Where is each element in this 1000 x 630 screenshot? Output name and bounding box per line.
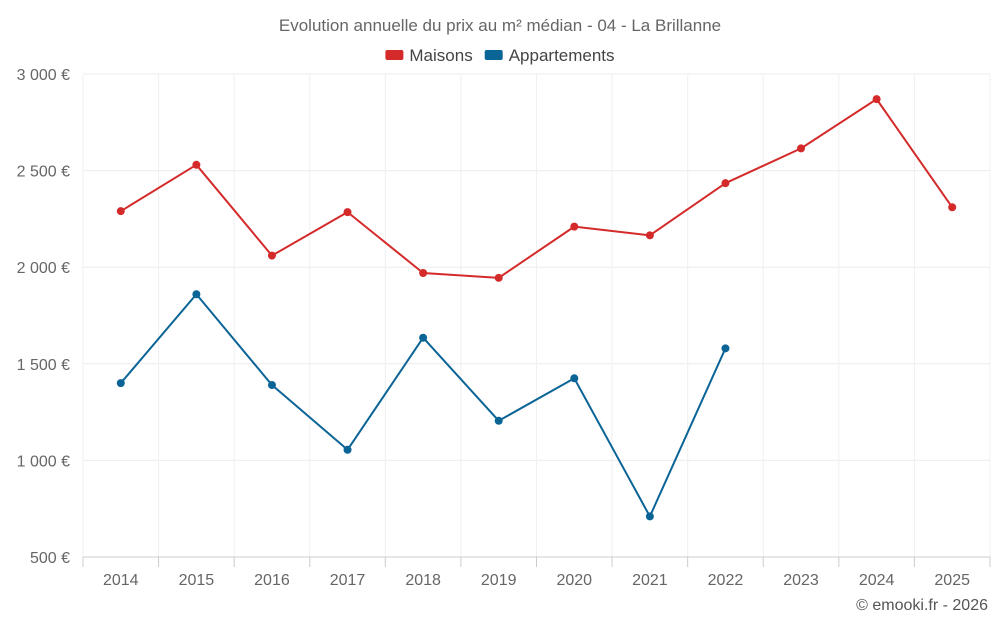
data-point-maisons[interactable]: [645, 231, 654, 240]
data-point-appartements[interactable]: [267, 381, 276, 390]
y-tick-label: 1 000 €: [17, 453, 70, 470]
data-point-appartements[interactable]: [343, 445, 352, 454]
y-tick-label: 2 000 €: [17, 260, 70, 277]
data-point-maisons[interactable]: [797, 144, 806, 153]
x-tick-label: 2014: [103, 572, 139, 589]
chart-credit: © emooki.fr - 2026: [856, 597, 988, 614]
series-line-appartements: [120, 293, 727, 518]
y-tick-label: 1 500 €: [17, 357, 70, 374]
x-tick-label: 2020: [556, 572, 592, 589]
data-point-appartements[interactable]: [645, 512, 654, 521]
data-point-maisons[interactable]: [570, 222, 579, 231]
legend-swatch-maisons: [385, 50, 404, 60]
data-point-appartements[interactable]: [192, 290, 201, 299]
x-tick-label: 2021: [632, 572, 668, 589]
data-point-maisons[interactable]: [343, 208, 352, 217]
data-point-maisons[interactable]: [872, 95, 881, 104]
chart-title: Evolution annuelle du prix au m² médian …: [279, 16, 721, 35]
data-point-maisons[interactable]: [192, 160, 201, 169]
axes: 500 € 1 000 € 1 500 € 2 000 € 2 500 € 3 000 €…: [17, 67, 991, 589]
x-tick-label: 2016: [254, 572, 290, 589]
x-tick-label: 2023: [783, 572, 819, 589]
data-point-maisons[interactable]: [267, 251, 276, 260]
data-point-appartements[interactable]: [721, 344, 730, 353]
y-tick-label: 3 000 €: [17, 67, 70, 84]
x-tick-label: 2018: [405, 572, 441, 589]
data-point-maisons[interactable]: [419, 268, 428, 277]
legend-item-appartements[interactable]: Appartements: [484, 46, 615, 65]
series-maisons: [116, 95, 957, 282]
legend-swatch-appartements: [484, 50, 503, 60]
data-point-maisons[interactable]: [116, 207, 125, 216]
series-appartements: [116, 290, 730, 521]
grid: [82, 73, 991, 558]
x-tick-label: 2025: [934, 572, 970, 589]
x-tick-label: 2024: [859, 572, 895, 589]
series-line-maisons: [120, 98, 954, 279]
legend-item-maisons[interactable]: Maisons: [385, 46, 473, 65]
data-point-maisons[interactable]: [948, 203, 957, 212]
x-tick-label: 2022: [708, 572, 744, 589]
y-tick-label: 2 500 €: [17, 164, 70, 181]
legend[interactable]: Maisons Appartements: [385, 46, 615, 65]
data-point-maisons[interactable]: [494, 273, 503, 282]
x-tick-label: 2019: [481, 572, 517, 589]
y-tick-label: 500 €: [30, 550, 70, 567]
data-point-appartements[interactable]: [419, 333, 428, 342]
data-point-maisons[interactable]: [721, 179, 730, 188]
legend-label-maisons: Maisons: [409, 46, 472, 65]
data-point-appartements[interactable]: [116, 379, 125, 388]
legend-label-appartements: Appartements: [509, 46, 615, 65]
data-point-appartements[interactable]: [570, 374, 579, 383]
series: [116, 95, 957, 521]
data-point-appartements[interactable]: [494, 416, 503, 425]
x-tick-label: 2015: [179, 572, 215, 589]
x-tick-label: 2017: [330, 572, 366, 589]
